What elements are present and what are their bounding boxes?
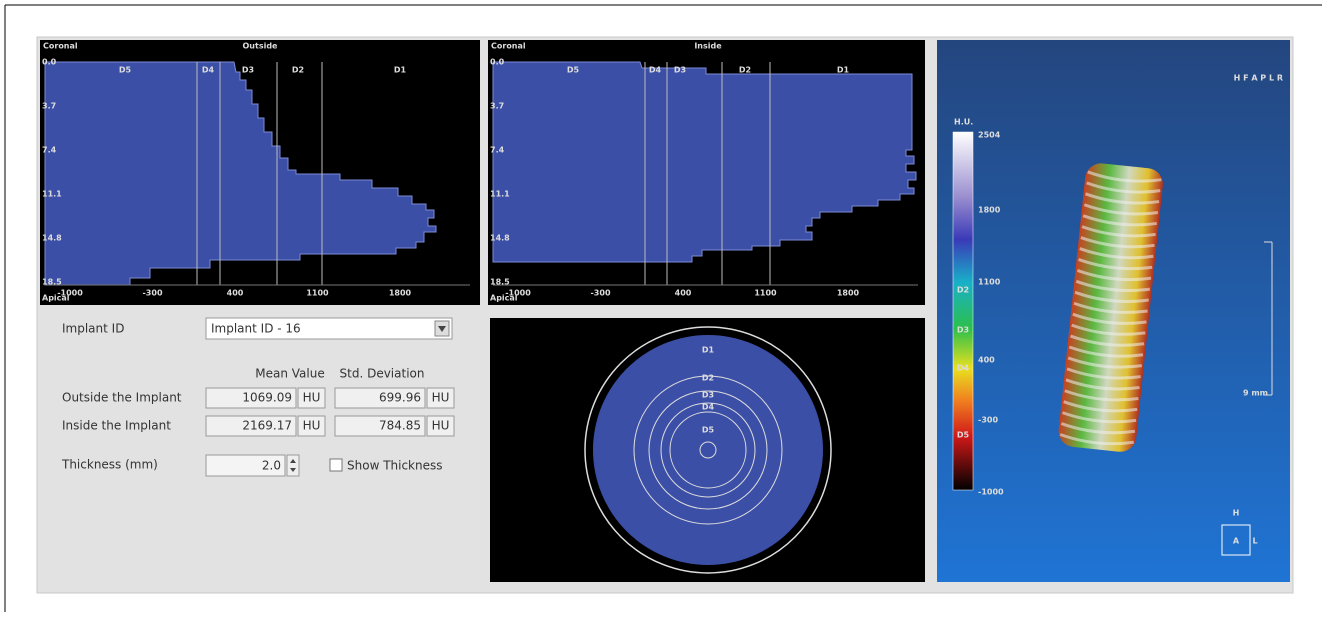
zone-label: D2 bbox=[739, 66, 751, 75]
colorbar-tick: 1800 bbox=[978, 206, 1001, 215]
row-label: Inside the Implant bbox=[62, 419, 171, 433]
cube-top: H bbox=[1233, 509, 1240, 518]
thickness-value: 2.0 bbox=[262, 459, 281, 473]
colorbar-zone: D4 bbox=[957, 364, 970, 373]
colorbar-tick: 1100 bbox=[978, 278, 1001, 287]
zone-label: D3 bbox=[702, 391, 714, 400]
value-std-unit: HU bbox=[432, 391, 450, 405]
zone-label: D4 bbox=[649, 66, 662, 75]
depth-tick: 14.8 bbox=[490, 234, 510, 243]
cube-front: A bbox=[1233, 537, 1240, 546]
spin-button[interactable] bbox=[287, 455, 299, 476]
polar-disk bbox=[593, 335, 823, 565]
column-header: Std. Deviation bbox=[340, 367, 425, 381]
label: Implant ID bbox=[62, 322, 124, 336]
zone-label: D5 bbox=[567, 66, 580, 75]
select-value: Implant ID - 16 bbox=[211, 322, 301, 336]
hu-tick: 400 bbox=[675, 289, 692, 298]
colorbar-tick: -1000 bbox=[978, 488, 1004, 497]
value-mean: 1069.09 bbox=[242, 391, 292, 405]
depth-tick: 0.0 bbox=[490, 58, 505, 67]
colorbar-zone: D2 bbox=[957, 286, 969, 295]
zone-label: D3 bbox=[242, 66, 254, 75]
hu-tick: -1000 bbox=[57, 289, 83, 298]
show-thickness-checkbox[interactable] bbox=[330, 459, 342, 471]
depth-tick: 3.7 bbox=[490, 102, 504, 111]
zone-label: D4 bbox=[202, 66, 215, 75]
colorbar-tick: 400 bbox=[978, 356, 995, 365]
hu-tick: -300 bbox=[590, 289, 610, 298]
zone-label: D3 bbox=[674, 66, 686, 75]
hu-tick: -300 bbox=[142, 289, 162, 298]
zone-label: D1 bbox=[702, 346, 715, 355]
hu-tick: 1800 bbox=[389, 289, 412, 298]
depth-tick: 18.5 bbox=[42, 278, 62, 287]
zone-label: D4 bbox=[702, 403, 715, 412]
depth-tick: 3.7 bbox=[42, 102, 56, 111]
hu-tick: 1100 bbox=[754, 289, 777, 298]
depth-tick: 11.1 bbox=[42, 190, 62, 199]
zone-label: D1 bbox=[837, 66, 850, 75]
depth-tick: 14.8 bbox=[42, 234, 62, 243]
depth-tick: 0.0 bbox=[42, 58, 57, 67]
cube-side: L bbox=[1252, 537, 1257, 546]
chart-title: Inside bbox=[694, 42, 722, 51]
top-label: Coronal bbox=[491, 42, 526, 51]
hu-tick: -1000 bbox=[505, 289, 531, 298]
scale-label: 9 mm bbox=[1243, 389, 1268, 398]
value-mean-unit: HU bbox=[303, 419, 321, 433]
value-std-unit: HU bbox=[432, 419, 450, 433]
value-std: 699.96 bbox=[379, 391, 421, 405]
colorbar-tick: -300 bbox=[978, 416, 998, 425]
top-label: Coronal bbox=[43, 42, 78, 51]
orientation-label: H F A P L R bbox=[1234, 74, 1283, 83]
depth-tick: 11.1 bbox=[490, 190, 510, 199]
chart-title: Outside bbox=[243, 42, 279, 51]
column-header: Mean Value bbox=[255, 367, 324, 381]
zone-label: D5 bbox=[702, 426, 715, 435]
value-mean: 2169.17 bbox=[242, 419, 292, 433]
zone-label: D1 bbox=[394, 66, 407, 75]
hu-tick: 400 bbox=[227, 289, 244, 298]
hu-tick: 1100 bbox=[306, 289, 329, 298]
value-mean-unit: HU bbox=[303, 391, 321, 405]
label: Thickness (mm) bbox=[61, 458, 158, 472]
colorbar-zone: D5 bbox=[957, 431, 970, 440]
colorbar-tick: 2504 bbox=[978, 131, 1001, 140]
hu-tick: 1800 bbox=[837, 289, 860, 298]
depth-tick: 7.4 bbox=[490, 146, 505, 155]
depth-tick: 18.5 bbox=[490, 278, 510, 287]
colorbar-zone: D3 bbox=[957, 326, 969, 335]
colorbar-title: H.U. bbox=[954, 118, 973, 127]
zone-label: D5 bbox=[119, 66, 132, 75]
value-std: 784.85 bbox=[379, 419, 421, 433]
row-label: Outside the Implant bbox=[62, 391, 182, 405]
depth-tick: 7.4 bbox=[42, 146, 57, 155]
zone-label: D2 bbox=[702, 374, 714, 383]
zone-label: D2 bbox=[292, 66, 304, 75]
screen: CoronalOutside0.03.77.411.114.818.5Apica… bbox=[0, 0, 1322, 617]
checkbox-label: Show Thickness bbox=[347, 459, 443, 473]
